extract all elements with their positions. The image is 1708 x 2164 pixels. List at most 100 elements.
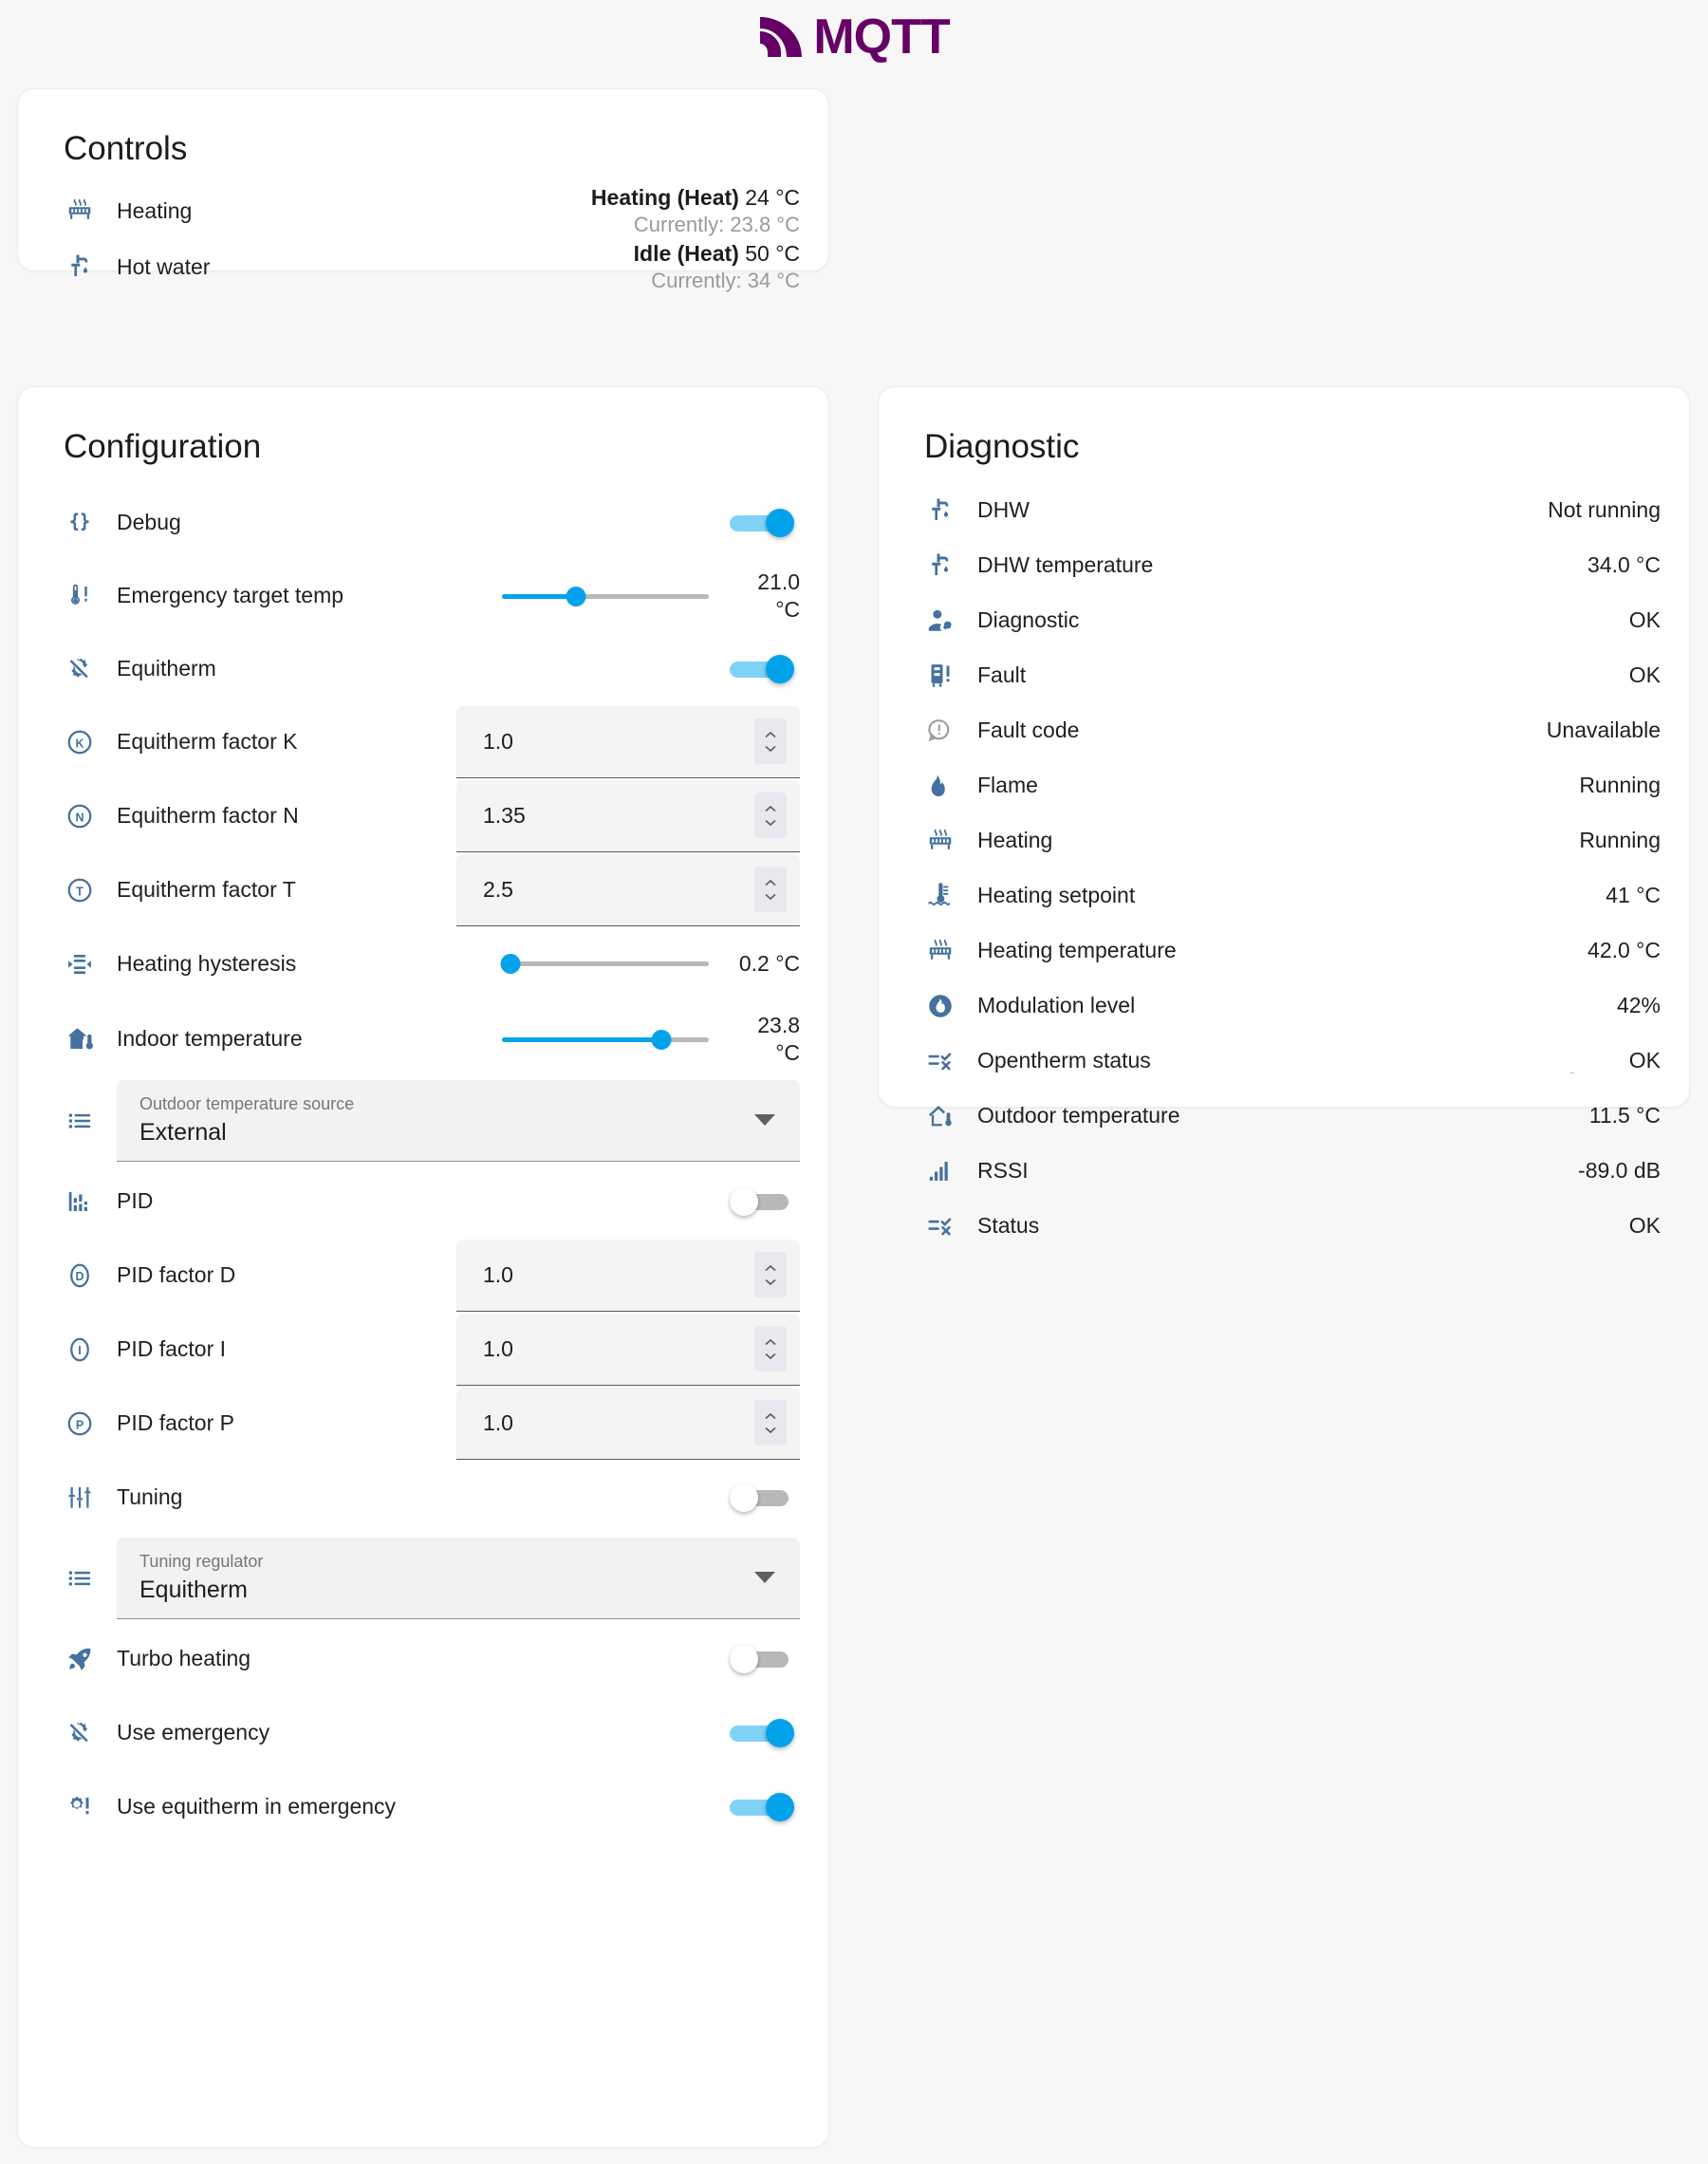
stepper-icon[interactable] — [754, 1400, 787, 1446]
config-toggle-tuning[interactable] — [730, 1483, 800, 1512]
diagnostic-card: Diagnostic DHW Not running DHW temperatu… — [878, 386, 1690, 1238]
config-row-use-equitherm-in-emergency[interactable]: Use equitherm in emergency — [18, 1770, 828, 1844]
config-toggle-use-equitherm-in-emergency[interactable] — [730, 1792, 800, 1821]
svg-text:P: P — [76, 1418, 84, 1431]
config-number-value: 1.35 — [483, 802, 526, 828]
config-slider-value: 0.2 °C — [738, 951, 800, 977]
diagnostic-row-label: Heating temperature — [977, 938, 1177, 962]
letter-i-circle-icon: I — [50, 1335, 109, 1364]
radiator-icon — [50, 196, 109, 225]
config-row-emergency-target-temp[interactable]: Emergency target temp 21.0 °C — [18, 559, 828, 633]
radiator-icon — [911, 937, 970, 965]
controls-row-label: Hot water — [117, 253, 211, 279]
svg-text:I: I — [78, 1344, 81, 1357]
config-toggle-debug[interactable] — [730, 508, 800, 537]
weather-sun-alert-icon — [50, 1793, 109, 1821]
config-row-pid-factor-p[interactable]: P PID factor P 1.0 — [18, 1387, 828, 1461]
config-toggle-equitherm[interactable] — [730, 654, 800, 683]
config-select-outdoor-temperature-source[interactable]: Outdoor temperature source External — [117, 1079, 800, 1162]
config-row-label: Debug — [117, 510, 181, 534]
config-row-use-emergency[interactable]: Use emergency — [18, 1696, 828, 1770]
config-row-equitherm[interactable]: Equitherm — [18, 633, 828, 705]
config-number-equitherm-factor-t[interactable]: 2.5 — [456, 853, 800, 926]
stepper-icon[interactable] — [754, 1326, 787, 1371]
config-slider-emergency-target-temp[interactable] — [502, 584, 709, 608]
config-row-label: Equitherm factor N — [117, 803, 299, 828]
controls-row-label: Heating — [117, 197, 193, 223]
config-row-equitherm-factor-t[interactable]: T Equitherm factor T 2.5 — [18, 853, 828, 927]
config-number-pid-factor-d[interactable]: 1.0 — [456, 1239, 800, 1312]
controls-row-heating[interactable]: Heating Heating (Heat) 24 °C Currently: … — [18, 183, 828, 239]
config-number-pid-factor-i[interactable]: 1.0 — [456, 1313, 800, 1386]
thermometer-alert-icon — [50, 582, 109, 610]
config-row-tuning[interactable]: Tuning — [18, 1461, 828, 1535]
config-row-label: Equitherm — [117, 656, 216, 681]
chevron-down-icon[interactable] — [754, 1572, 775, 1583]
config-slider-indoor-temperature[interactable] — [502, 1027, 709, 1052]
water-faucet-icon — [911, 496, 970, 525]
config-toggle-pid[interactable] — [730, 1186, 800, 1216]
config-row-pid-factor-d[interactable]: D PID factor D 1.0 — [18, 1239, 828, 1313]
controls-row-hot-water[interactable]: Hot water Idle (Heat) 50 °C Currently: 3… — [18, 239, 828, 295]
config-row-indoor-temperature[interactable]: Indoor temperature 23.8 °C — [18, 1001, 828, 1077]
config-slider-wrap: 23.8 °C — [502, 1012, 800, 1065]
account-wrench-icon — [911, 606, 970, 635]
chevron-down-icon[interactable] — [754, 1114, 775, 1126]
diagnostic-row-label: Flame — [977, 773, 1038, 797]
rocket-icon — [50, 1645, 109, 1673]
config-row-equitherm-factor-k[interactable]: K Equitherm factor K 1.0 — [18, 705, 828, 779]
config-slider-heating-hysteresis[interactable] — [500, 951, 709, 976]
config-number-equitherm-factor-k[interactable]: 1.0 — [456, 705, 800, 778]
config-number-equitherm-factor-n[interactable]: 1.35 — [456, 779, 800, 852]
config-row-equitherm-factor-n[interactable]: N Equitherm factor N 1.35 — [18, 779, 828, 853]
diagnostic-title: Diagnostic — [924, 428, 1080, 465]
stepper-icon[interactable] — [754, 793, 787, 838]
water-faucet-icon — [50, 252, 109, 281]
diagnostic-row-value: OK — [1628, 1048, 1661, 1073]
svg-text:T: T — [76, 885, 84, 898]
config-row-label: PID factor I — [117, 1336, 227, 1361]
stepper-icon[interactable] — [754, 1252, 787, 1297]
controls-row-values: Idle (Heat) 50 °C Currently: 34 °C — [634, 240, 800, 294]
mqtt-signal-icon — [758, 15, 809, 59]
config-slider-wrap: 0.2 °C — [500, 950, 800, 977]
config-number-value: 1.0 — [483, 1261, 513, 1287]
config-toggle-use-emergency[interactable] — [730, 1718, 800, 1747]
diagnostic-row-value: Running — [1579, 828, 1661, 852]
water-faucet-icon — [911, 551, 970, 580]
letter-d-circle-icon: D — [50, 1261, 109, 1290]
diagnostic-row-opentherm-status: Opentherm status OK — [879, 1034, 1689, 1089]
weather-sun-off-icon — [50, 1719, 109, 1747]
config-select-tuning-regulator[interactable]: Tuning regulator Equitherm — [117, 1537, 800, 1619]
controls-title: Controls — [64, 130, 188, 167]
config-row-label: PID factor P — [117, 1410, 234, 1435]
config-number-pid-factor-p[interactable]: 1.0 — [456, 1387, 800, 1460]
diagnostic-row-modulation-level: Modulation level 42% — [879, 979, 1689, 1034]
config-row-heating-hysteresis[interactable]: Heating hysteresis 0.2 °C — [18, 927, 828, 1001]
config-row-debug[interactable]: Debug — [18, 487, 828, 559]
svg-text:N: N — [75, 811, 84, 824]
stepper-icon[interactable] — [754, 867, 787, 912]
config-row-tuning-regulator[interactable]: Tuning regulator Equitherm — [18, 1535, 828, 1622]
config-row-pid[interactable]: PID — [18, 1165, 828, 1239]
config-slider-value: 23.8 °C — [757, 1013, 800, 1065]
controls-state: Idle (Heat) — [633, 240, 739, 266]
diagnostic-row-label: DHW — [977, 497, 1030, 522]
diagnostic-row-flame: Flame Running — [879, 758, 1689, 813]
diagnostic-row-label: Opentherm status — [977, 1048, 1151, 1073]
diagnostic-row-label: Diagnostic — [977, 607, 1080, 632]
config-row-label: Turbo heating — [117, 1646, 251, 1670]
diagnostic-row-outdoor-temperature: Outdoor temperature 11.5 °C — [879, 1089, 1689, 1144]
config-row-pid-factor-i[interactable]: I PID factor I 1.0 — [18, 1313, 828, 1387]
controls-card: Controls Heating Heating (Heat) 24 °C — [17, 88, 829, 292]
diagnostic-row-value: 41 °C — [1606, 883, 1661, 907]
config-number-value: 2.5 — [483, 876, 513, 902]
stepper-icon[interactable] — [754, 718, 787, 764]
fire-circle-icon — [911, 992, 970, 1020]
config-row-label: PID — [117, 1188, 154, 1213]
config-row-outdoor-temperature-source[interactable]: Outdoor temperature source External — [18, 1077, 828, 1165]
config-toggle-turbo-heating[interactable] — [730, 1644, 800, 1673]
braces-icon — [50, 509, 109, 537]
mqtt-logo-text: MQTT — [813, 9, 950, 65]
config-row-turbo-heating[interactable]: Turbo heating — [18, 1622, 828, 1696]
